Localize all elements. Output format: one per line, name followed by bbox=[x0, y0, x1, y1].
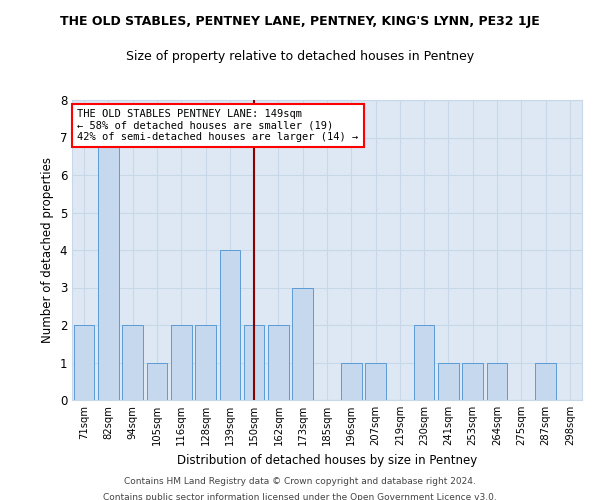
Bar bbox=[74, 325, 94, 400]
Bar bbox=[268, 325, 289, 400]
Text: Contains public sector information licensed under the Open Government Licence v3: Contains public sector information licen… bbox=[103, 492, 497, 500]
Bar bbox=[438, 362, 459, 400]
Bar bbox=[146, 362, 167, 400]
Text: THE OLD STABLES PENTNEY LANE: 149sqm
← 58% of detached houses are smaller (19)
4: THE OLD STABLES PENTNEY LANE: 149sqm ← 5… bbox=[77, 109, 358, 142]
Text: THE OLD STABLES, PENTNEY LANE, PENTNEY, KING'S LYNN, PE32 1JE: THE OLD STABLES, PENTNEY LANE, PENTNEY, … bbox=[60, 15, 540, 28]
Bar bbox=[292, 288, 313, 400]
Bar bbox=[122, 325, 143, 400]
Bar bbox=[365, 362, 386, 400]
Y-axis label: Number of detached properties: Number of detached properties bbox=[41, 157, 54, 343]
Bar bbox=[487, 362, 508, 400]
Bar bbox=[341, 362, 362, 400]
Text: Size of property relative to detached houses in Pentney: Size of property relative to detached ho… bbox=[126, 50, 474, 63]
Bar bbox=[171, 325, 191, 400]
Bar bbox=[244, 325, 265, 400]
Bar bbox=[463, 362, 483, 400]
Bar bbox=[535, 362, 556, 400]
Bar bbox=[414, 325, 434, 400]
X-axis label: Distribution of detached houses by size in Pentney: Distribution of detached houses by size … bbox=[177, 454, 477, 466]
Bar bbox=[195, 325, 216, 400]
Bar bbox=[98, 138, 119, 400]
Text: Contains HM Land Registry data © Crown copyright and database right 2024.: Contains HM Land Registry data © Crown c… bbox=[124, 478, 476, 486]
Bar bbox=[220, 250, 240, 400]
